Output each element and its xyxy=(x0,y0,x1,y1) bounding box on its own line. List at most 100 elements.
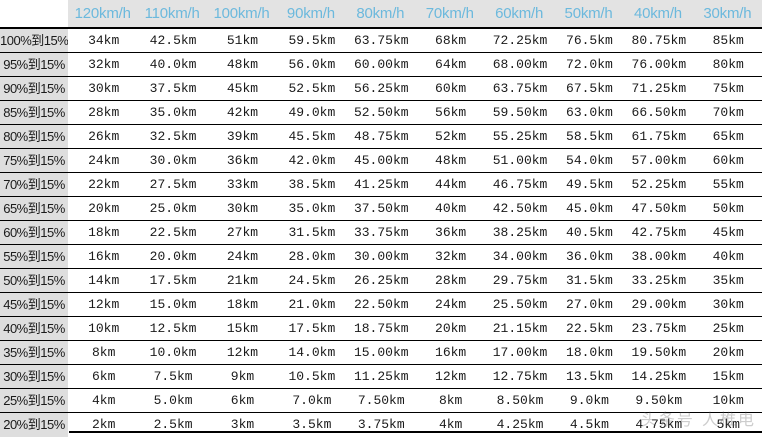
row-header-cell: 60%到15% xyxy=(0,220,69,246)
table-row: 70%到15% 22km 27.5km 33km 38.5km 41.25km 44km 46… xyxy=(0,172,762,198)
table-cell: 10km xyxy=(68,316,139,342)
table-cell: 42.0km xyxy=(277,148,347,174)
table-cell: 21.15km xyxy=(485,316,555,342)
table-column-header-row: 120km/h 110km/h 100km/h 90km/h 80km/h 70… xyxy=(0,0,762,27)
table-cell: 9.0km xyxy=(554,388,625,414)
table-cell: 30km xyxy=(207,196,278,222)
table-cell: 30.0km xyxy=(138,148,208,174)
table-cell: 68.00km xyxy=(485,52,555,78)
table-cell: 30.00km xyxy=(346,244,416,270)
table-cell: 12.5km xyxy=(138,316,208,342)
table-cell: 24km xyxy=(415,292,486,318)
table-cell: 68km xyxy=(415,29,486,54)
table-cell: 10.5km xyxy=(277,364,347,390)
table-cell: 36km xyxy=(207,148,278,174)
table-cell: 45km xyxy=(693,220,762,246)
table-cell: 21km xyxy=(207,268,278,294)
table-cell: 51.00km xyxy=(485,148,555,174)
table-row: 35%到15% 8km 10.0km 12km 14.0km 15.00km 16km 17.… xyxy=(0,340,762,366)
table-cell: 45.0km xyxy=(554,196,625,222)
table-cell: 42.75km xyxy=(624,220,694,246)
table-cell: 16km xyxy=(415,340,486,366)
speed-distance-table: 100%到15% 34km 42.5km 51km 59.5km 63.75km 68km 7… xyxy=(0,29,762,437)
table-cell: 80km xyxy=(693,52,762,78)
table-cell: 48km xyxy=(207,52,278,78)
table-cell: 60km xyxy=(415,76,486,102)
table-row: 65%到15% 20km 25.0km 30km 35.0km 37.50km 40km 42… xyxy=(0,196,762,222)
table-cell: 85km xyxy=(693,29,762,54)
column-header-40: 40km/h xyxy=(633,5,682,22)
table-cell: 12km xyxy=(415,364,486,390)
table-cell: 63.0km xyxy=(554,100,625,126)
table-cell: 48.75km xyxy=(346,124,416,150)
table-cell: 80.75km xyxy=(624,29,694,54)
table-cell: 50km xyxy=(693,196,762,222)
table-row: 85%到15% 28km 35.0km 42km 49.0km 52.50km 56km 59… xyxy=(0,100,762,126)
table-cell: 15km xyxy=(207,316,278,342)
table-row: 75%到15% 24km 30.0km 36km 42.0km 45.00km 48km 51… xyxy=(0,148,762,174)
table-cell: 18.75km xyxy=(346,316,416,342)
table-cell: 20km xyxy=(68,196,139,222)
table-cell: 24km xyxy=(68,148,139,174)
table-cell: 38.25km xyxy=(485,220,555,246)
table-row: 60%到15% 18km 22.5km 27km 31.5km 33.75km 36km 38… xyxy=(0,220,762,246)
table-cell: 15.0km xyxy=(138,292,208,318)
table-cell: 38.00km xyxy=(624,244,694,270)
table-cell: 72.0km xyxy=(554,52,625,78)
table-cell: 30km xyxy=(693,292,762,318)
table-cell: 7.5km xyxy=(138,364,208,390)
table-cell: 40.5km xyxy=(554,220,625,246)
table-cell: 37.50km xyxy=(346,196,416,222)
table-cell: 76.5km xyxy=(554,29,625,54)
table-cell: 22.5km xyxy=(554,316,625,342)
table-cell: 8km xyxy=(68,340,139,366)
table-cell: 67.5km xyxy=(554,76,625,102)
table-cell: 9.50km xyxy=(624,388,694,414)
table-cell: 2.5km xyxy=(153,417,193,433)
table-cell: 41.25km xyxy=(346,172,416,198)
table-cell: 35km xyxy=(693,268,762,294)
row-header-cell: 50%到15% xyxy=(0,268,69,294)
row-header-cell: 100%到15% xyxy=(0,29,69,54)
table-cell: 40km xyxy=(693,244,762,270)
column-header-30: 30km/h xyxy=(703,5,752,22)
table-cell: 19.50km xyxy=(624,340,694,366)
table-cell: 3km xyxy=(230,417,255,433)
table-cell: 40km xyxy=(415,196,486,222)
table-cell: 12km xyxy=(68,292,139,318)
table-cell: 72.25km xyxy=(485,29,555,54)
table-cell: 48km xyxy=(415,148,486,174)
table-cell: 13.5km xyxy=(554,364,625,390)
table-cell: 75km xyxy=(693,76,762,102)
table-cell: 12.75km xyxy=(485,364,555,390)
table-cell: 51km xyxy=(207,29,278,54)
row-header-cell: 30%到15% xyxy=(0,364,69,390)
table-cell: 3.75km xyxy=(357,417,405,433)
table-cell: 10km xyxy=(693,388,762,414)
table-cell: 4km xyxy=(438,417,463,433)
row-header-cell: 95%到15% xyxy=(0,52,69,78)
table-cell: 3.5km xyxy=(292,417,332,433)
table-cell: 18.0km xyxy=(554,340,625,366)
table-cell: 64km xyxy=(415,52,486,78)
table-cell: 15km xyxy=(693,364,762,390)
table-row: 40%到15% 10km 12.5km 15km 17.5km 18.75km 20km 21… xyxy=(0,316,762,342)
table-body-frame: 100%到15% 34km 42.5km 51km 59.5km 63.75km 68km 7… xyxy=(0,27,762,437)
table-cell: 52.25km xyxy=(624,172,694,198)
table-cell: 33.75km xyxy=(346,220,416,246)
table-row: 30%到15% 6km 7.5km 9km 10.5km 11.25km 12km 12.75… xyxy=(0,364,762,390)
table-cell: 49.5km xyxy=(554,172,625,198)
table-cell: 61.75km xyxy=(624,124,694,150)
table-cell: 42.5km xyxy=(138,29,208,54)
table-cell: 60km xyxy=(693,148,762,174)
table-cell: 40.0km xyxy=(138,52,208,78)
row-header-cell: 90%到15% xyxy=(0,76,69,102)
table-row: 20%到15% 2km 2.5km 3km 3.5km 3.75km 4km 4.25km 4.… xyxy=(0,412,762,437)
table-cell: 46.75km xyxy=(485,172,555,198)
table-cell: 52.5km xyxy=(277,76,347,102)
table-cell: 66.50km xyxy=(624,100,694,126)
table-cell: 54.0km xyxy=(554,148,625,174)
table-cell: 34.00km xyxy=(485,244,555,270)
table-cell: 27.5km xyxy=(138,172,208,198)
